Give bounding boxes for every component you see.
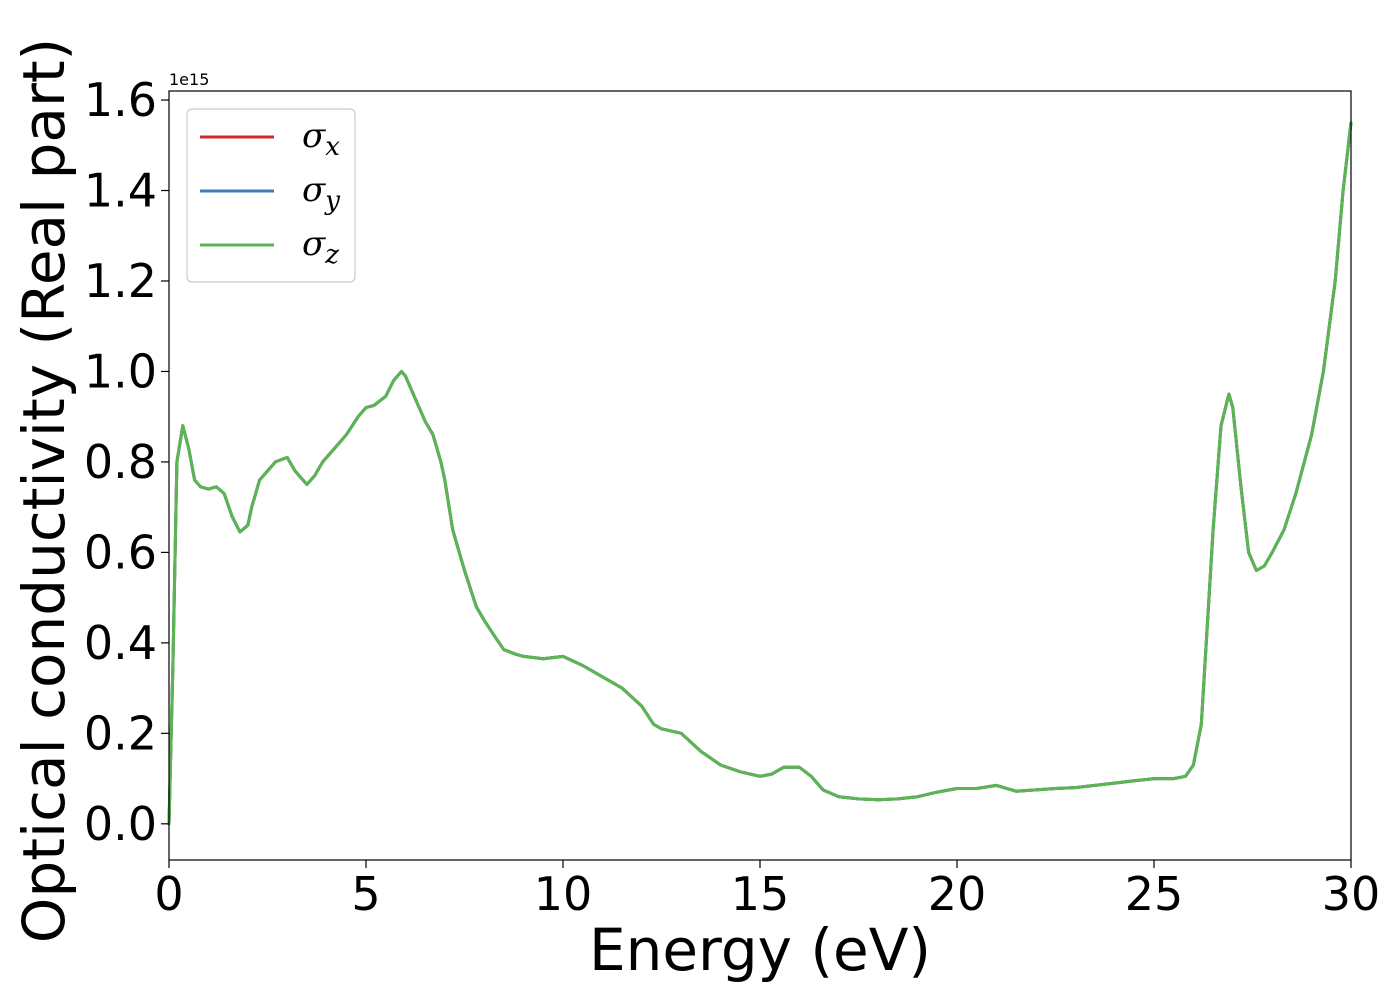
y-tick-label: 1.2 [84, 254, 157, 308]
y-tick-label: 1.6 [84, 73, 157, 127]
x-axis-title: Energy (eV) [589, 916, 931, 984]
x-tick-label: 25 [1125, 867, 1184, 921]
legend-label-y: σy [302, 170, 340, 216]
x-tick-label: 20 [928, 867, 987, 921]
y-axis-offset-label: 1e15 [169, 70, 209, 89]
y-tick-label: 1.4 [84, 164, 157, 218]
y-tick-label: 0.0 [84, 797, 157, 851]
x-tick-label: 0 [154, 867, 183, 921]
x-tick-label: 5 [351, 867, 380, 921]
x-tick-label: 30 [1322, 867, 1381, 921]
x-tick-label: 15 [731, 867, 790, 921]
series-line-z [167, 121, 1353, 826]
legend-box [186, 108, 356, 283]
y-tick-label: 1.0 [84, 344, 157, 398]
x-axis-ticks: 0 5 10 15 20 25 30 [154, 860, 1380, 921]
y-axis-title: Optical conductivity (Real part) [10, 38, 78, 943]
legend-label-x: σx [302, 116, 340, 162]
y-tick-label: 0.6 [84, 525, 157, 579]
series-layer [167, 121, 1353, 826]
y-tick-label: 0.8 [84, 435, 157, 489]
y-tick-label: 0.4 [84, 616, 157, 670]
legend-label-z: σz [302, 224, 339, 270]
x-tick-label: 10 [534, 867, 593, 921]
y-tick-label: 0.2 [84, 706, 157, 760]
y-axis-ticks: 0.0 0.2 0.4 0.6 0.8 1.0 1.2 1.4 1.6 [84, 73, 169, 851]
legend: σx σy σz [186, 108, 356, 283]
